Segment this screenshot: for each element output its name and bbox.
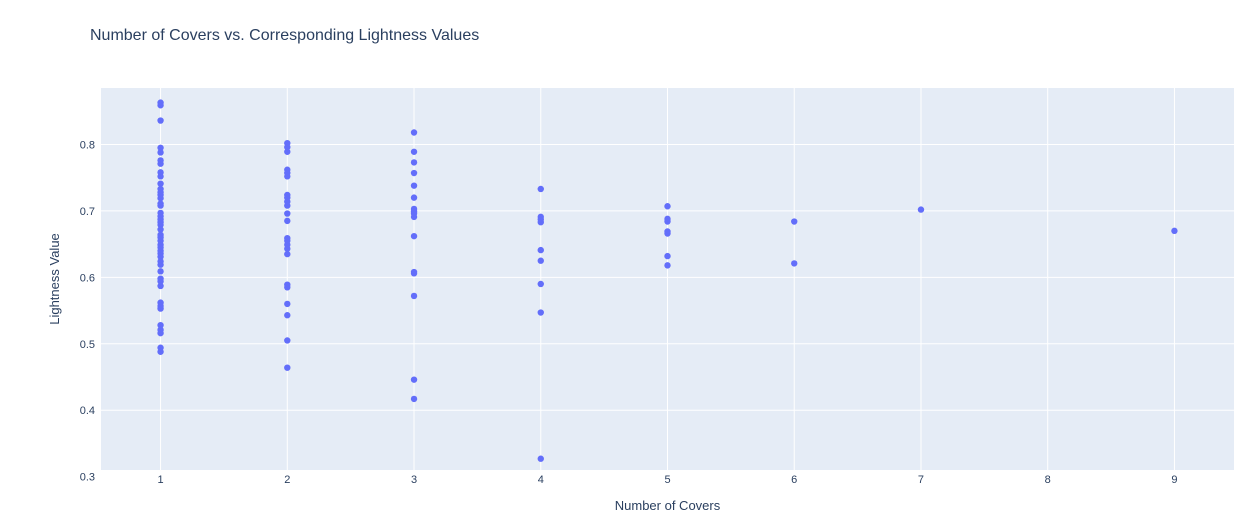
data-points xyxy=(157,99,1178,462)
data-point[interactable] xyxy=(410,376,418,383)
data-point[interactable] xyxy=(284,245,291,252)
data-point[interactable] xyxy=(410,129,418,136)
data-point[interactable] xyxy=(537,455,544,462)
y-axis-title: Lightness Value xyxy=(47,233,62,325)
y-tick-label: 0.7 xyxy=(80,206,95,218)
data-point[interactable] xyxy=(410,232,418,240)
x-tick-label: 2 xyxy=(284,474,290,486)
data-point[interactable] xyxy=(157,278,164,285)
data-point[interactable] xyxy=(537,280,544,288)
data-point[interactable] xyxy=(157,261,164,268)
data-point[interactable] xyxy=(791,260,798,267)
data-point[interactable] xyxy=(157,221,164,229)
data-point[interactable] xyxy=(537,257,544,264)
x-tick-label: 6 xyxy=(791,474,797,486)
data-point[interactable] xyxy=(157,226,164,233)
data-point[interactable] xyxy=(917,206,925,213)
data-point[interactable] xyxy=(410,395,418,403)
data-point[interactable] xyxy=(664,230,671,237)
data-point[interactable] xyxy=(157,253,164,260)
data-point[interactable] xyxy=(157,268,164,275)
data-point[interactable] xyxy=(410,213,418,221)
data-point[interactable] xyxy=(157,180,164,187)
data-point[interactable] xyxy=(410,194,418,201)
x-tick-label: 1 xyxy=(158,474,164,486)
data-point[interactable] xyxy=(157,305,164,312)
data-point[interactable] xyxy=(157,282,164,290)
data-point[interactable] xyxy=(157,195,164,202)
data-point[interactable] xyxy=(410,270,418,277)
data-point[interactable] xyxy=(537,246,544,254)
data-point[interactable] xyxy=(284,300,291,308)
data-point[interactable] xyxy=(284,250,291,258)
data-point[interactable] xyxy=(664,218,671,225)
data-point[interactable] xyxy=(284,217,291,225)
y-tick-label: 0.3 xyxy=(80,472,95,484)
y-tick-label: 0.8 xyxy=(80,139,95,151)
y-tick-label: 0.4 xyxy=(80,405,95,417)
data-point[interactable] xyxy=(410,159,418,166)
data-point[interactable] xyxy=(157,149,164,156)
chart-title: Number of Covers vs. Corresponding Light… xyxy=(90,27,479,44)
data-point[interactable] xyxy=(157,117,164,124)
x-tick-label: 3 xyxy=(411,474,417,486)
data-point[interactable] xyxy=(284,284,291,291)
x-tick-labels: 1 2 3 4 5 6 7 8 9 xyxy=(158,474,1178,486)
data-point[interactable] xyxy=(157,144,164,151)
data-point[interactable] xyxy=(284,312,291,319)
data-point[interactable] xyxy=(284,210,291,217)
data-point[interactable] xyxy=(664,252,671,260)
data-point[interactable] xyxy=(284,337,291,344)
data-point[interactable] xyxy=(157,160,164,167)
y-tick-label: 0.5 xyxy=(80,339,95,351)
data-point[interactable] xyxy=(537,309,544,316)
data-point[interactable] xyxy=(537,185,544,193)
x-tick-label: 8 xyxy=(1045,474,1051,486)
data-point[interactable] xyxy=(284,202,291,209)
data-point[interactable] xyxy=(284,173,291,180)
y-tick-label: 0.6 xyxy=(80,272,95,284)
x-tick-label: 4 xyxy=(538,474,544,486)
data-point[interactable] xyxy=(410,182,418,189)
data-point[interactable] xyxy=(284,364,291,371)
data-point[interactable] xyxy=(410,292,418,300)
y-tick-labels: 0.3 0.4 0.5 0.6 0.7 0.8 xyxy=(80,139,95,483)
data-point[interactable] xyxy=(157,102,164,109)
data-point[interactable] xyxy=(157,329,164,337)
x-tick-label: 7 xyxy=(918,474,924,486)
x-tick-label: 9 xyxy=(1171,474,1177,486)
data-point[interactable] xyxy=(157,173,164,180)
x-axis-title: Number of Covers xyxy=(615,498,721,513)
data-point[interactable] xyxy=(664,203,671,210)
data-point[interactable] xyxy=(537,218,544,226)
data-point[interactable] xyxy=(664,262,671,269)
data-point[interactable] xyxy=(284,143,291,151)
x-tick-label: 5 xyxy=(664,474,670,486)
data-point[interactable] xyxy=(157,321,164,329)
data-point[interactable] xyxy=(410,148,418,155)
data-point[interactable] xyxy=(791,218,798,225)
data-point[interactable] xyxy=(410,169,418,177)
data-point[interactable] xyxy=(284,148,291,155)
data-point[interactable] xyxy=(157,348,164,355)
data-point[interactable] xyxy=(157,202,164,209)
data-point[interactable] xyxy=(1171,227,1178,235)
